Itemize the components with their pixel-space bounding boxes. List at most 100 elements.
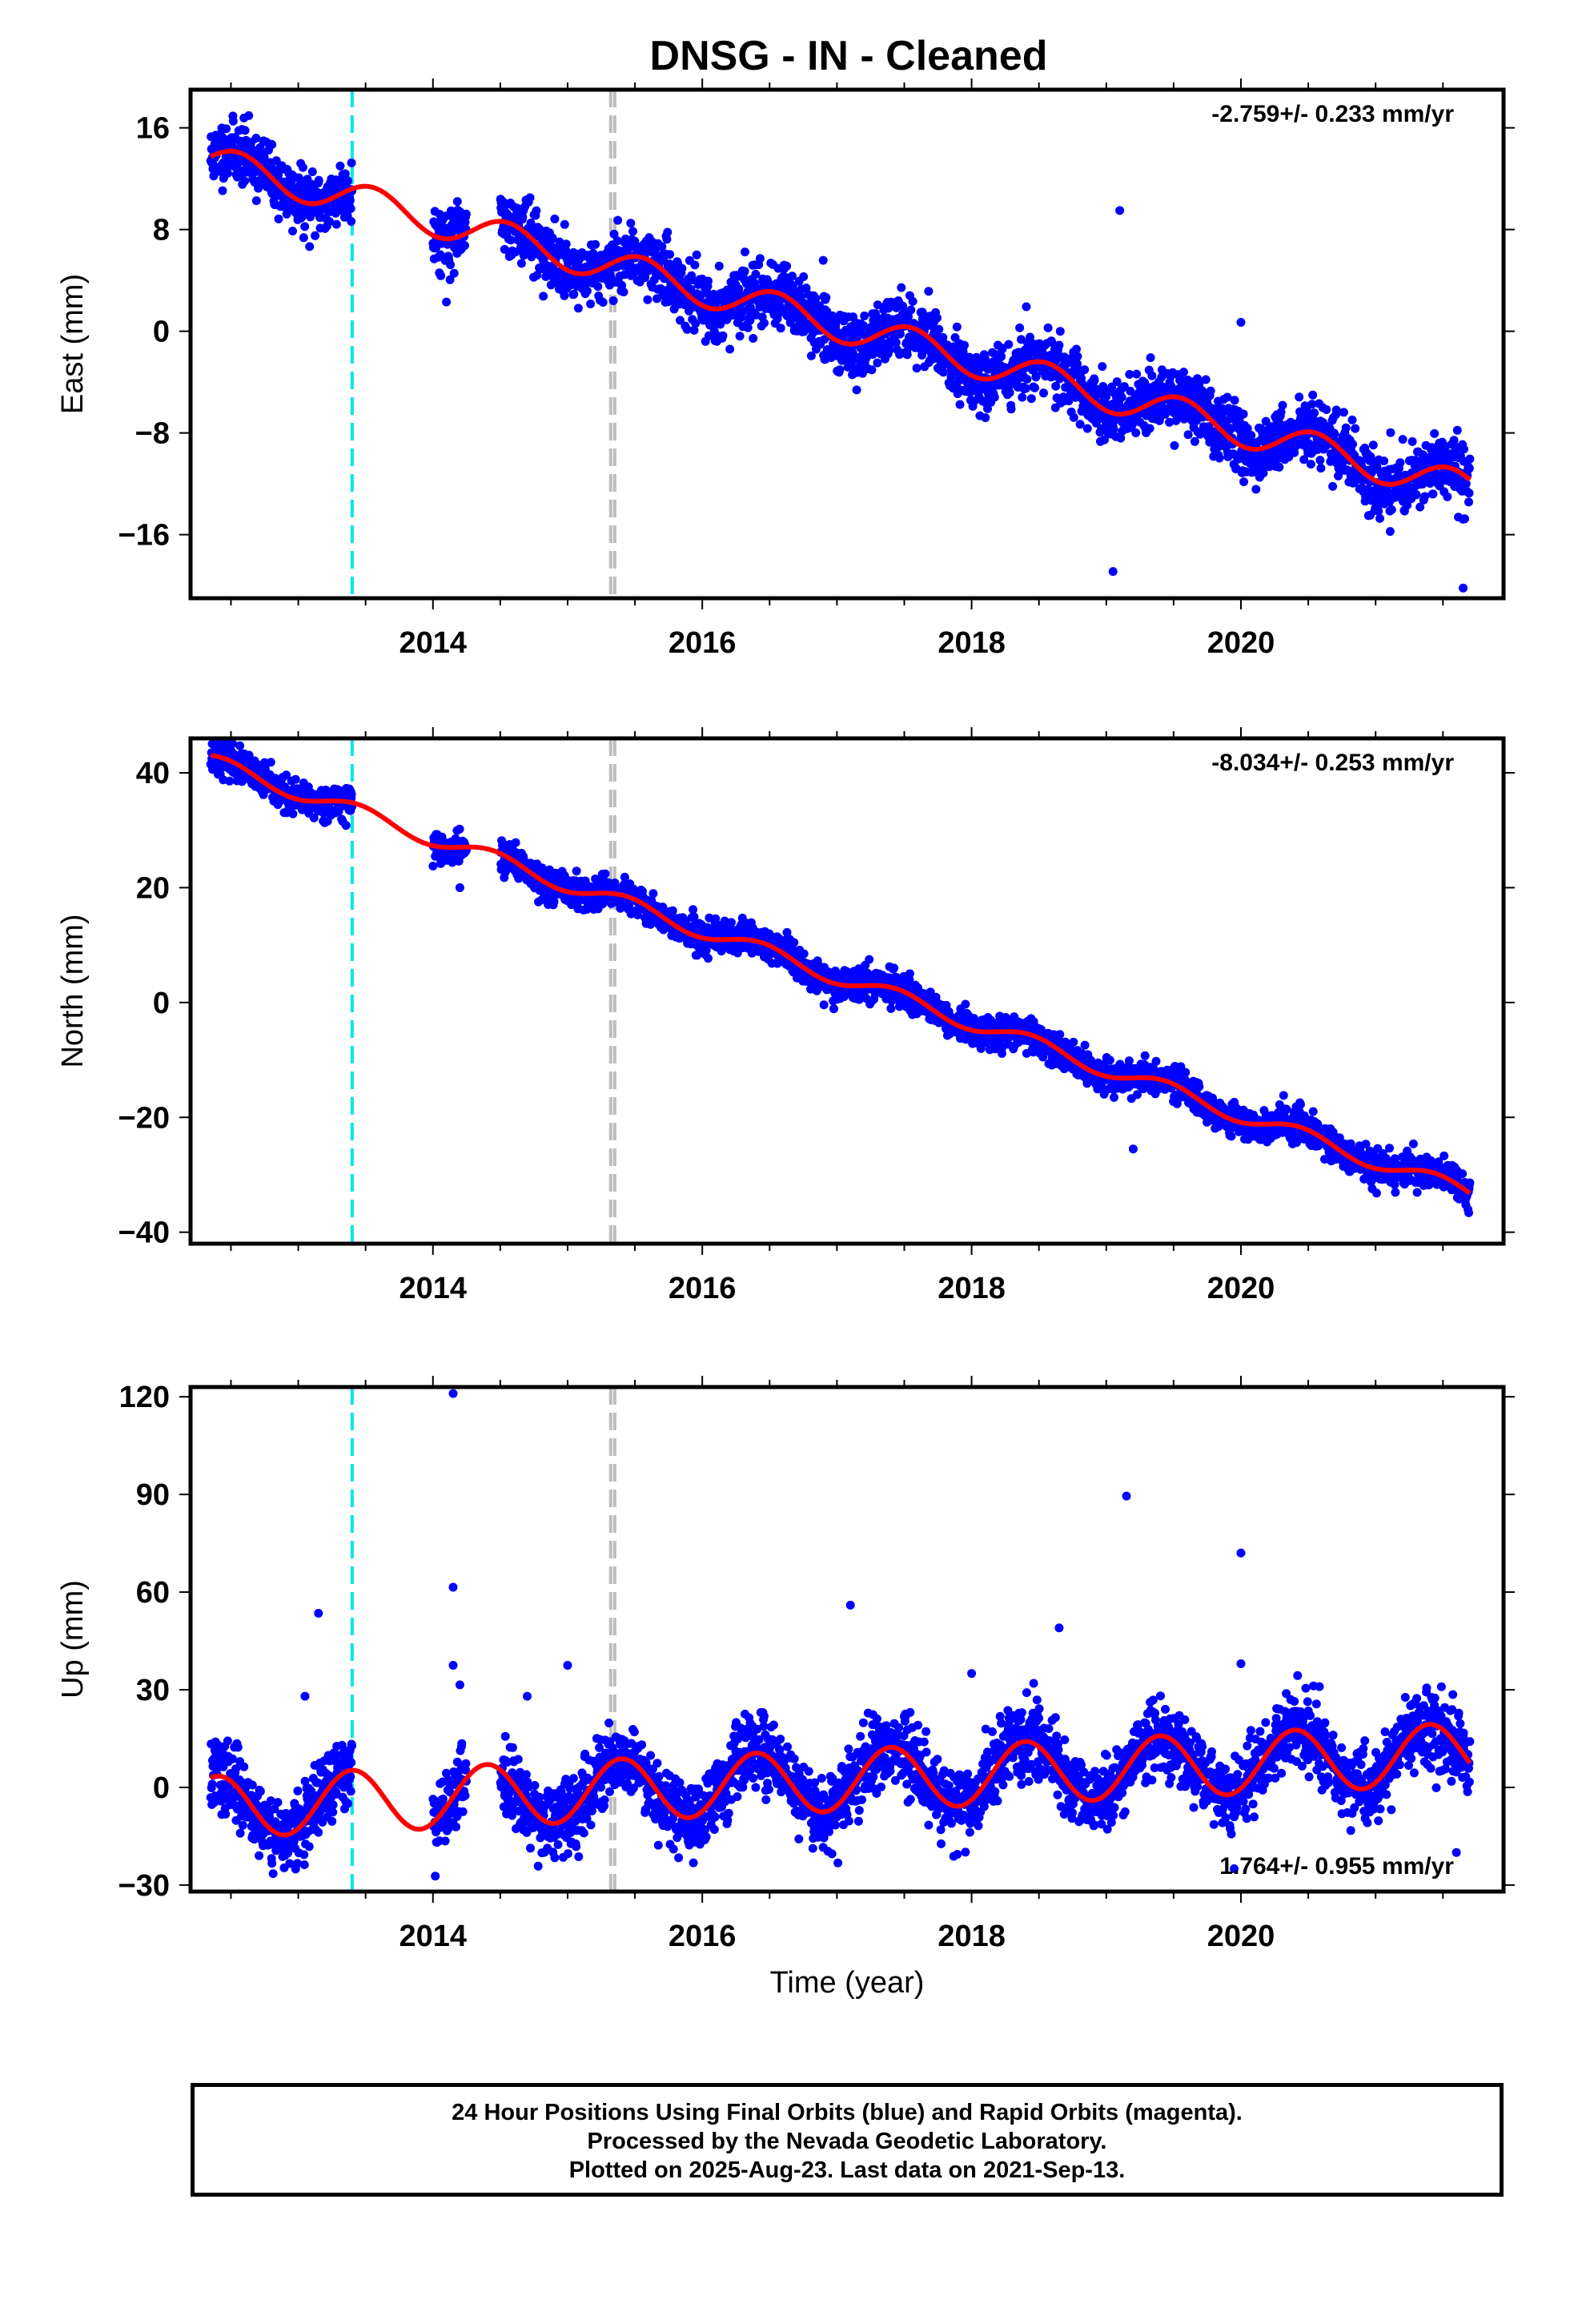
data-point <box>1316 464 1326 473</box>
data-point <box>886 1003 896 1013</box>
data-point <box>799 272 809 281</box>
data-point <box>905 969 914 979</box>
data-point <box>1372 462 1382 472</box>
data-point <box>240 126 250 135</box>
data-point <box>449 268 459 278</box>
data-point <box>1460 514 1469 524</box>
data-point <box>516 259 526 268</box>
data-point <box>1239 409 1248 419</box>
data-point <box>343 176 352 186</box>
data-point <box>955 400 965 409</box>
data-point <box>1460 444 1468 454</box>
data-point <box>1031 372 1041 380</box>
data-point <box>560 291 569 300</box>
data-point <box>240 176 250 186</box>
data-point <box>691 319 701 328</box>
data-point <box>663 227 673 237</box>
data-point <box>1190 436 1199 446</box>
data-point <box>619 287 628 297</box>
data-point <box>908 296 917 306</box>
data-point <box>1420 492 1430 501</box>
data-point <box>1098 362 1107 372</box>
data-point <box>335 161 345 171</box>
data-point <box>718 331 728 340</box>
data-point <box>891 338 901 348</box>
data-point <box>704 954 713 963</box>
data-point <box>612 236 622 246</box>
data-point <box>209 171 219 181</box>
data-point <box>1039 388 1048 398</box>
data-point <box>300 222 310 231</box>
outlier-point <box>1236 318 1246 328</box>
data-point <box>306 212 315 222</box>
data-point <box>561 239 571 249</box>
data-point <box>1145 424 1154 433</box>
data-point <box>690 260 700 270</box>
data-point <box>1075 420 1085 429</box>
data-point <box>511 838 520 847</box>
data-point <box>734 284 744 294</box>
data-point <box>341 821 351 830</box>
data-point <box>1322 405 1331 414</box>
data-point <box>1147 371 1157 380</box>
data-point <box>811 294 821 304</box>
data-point <box>628 227 637 236</box>
data-point <box>689 325 699 335</box>
data-point <box>1072 344 1081 354</box>
data-point <box>1443 492 1452 501</box>
data-point <box>1080 365 1090 375</box>
data-point <box>1026 332 1034 342</box>
data-point <box>1073 352 1082 361</box>
data-point <box>873 300 882 310</box>
data-point <box>1351 424 1360 433</box>
data-point <box>223 168 232 178</box>
data-point <box>266 758 275 767</box>
data-point <box>1275 462 1284 472</box>
data-point <box>1222 416 1231 425</box>
x-tick-label: 2018 <box>938 626 1006 660</box>
data-point <box>1428 489 1438 499</box>
data-point <box>1082 424 1092 433</box>
data-point <box>1006 404 1016 414</box>
data-point <box>1290 448 1299 457</box>
data-point <box>1310 408 1319 418</box>
data-point <box>572 866 581 876</box>
data-point <box>428 862 438 870</box>
data-point <box>1239 477 1249 487</box>
chart-title: DNSG - IN - Cleaned <box>649 33 1048 79</box>
y-tick-label: −8 <box>135 417 170 451</box>
data-point <box>740 267 749 276</box>
data-point <box>1227 424 1236 433</box>
data-point <box>1215 453 1224 463</box>
data-point <box>1330 429 1339 439</box>
y-tick-label: −16 <box>118 519 170 553</box>
data-point <box>1295 392 1304 402</box>
y-tick-label: 0 <box>153 316 170 349</box>
data-point <box>1026 394 1036 404</box>
data-point <box>1090 376 1099 385</box>
data-point <box>852 385 861 395</box>
data-point <box>676 316 685 325</box>
data-point <box>643 295 652 304</box>
data-point <box>938 368 948 377</box>
data-point <box>1464 497 1473 507</box>
data-point <box>291 774 300 784</box>
data-point <box>662 235 672 244</box>
data-point <box>1464 489 1474 498</box>
east-rate-label: -2.759+/- 0.233 mm/yr <box>1211 101 1454 127</box>
data-point <box>573 304 583 313</box>
data-point <box>288 809 298 818</box>
data-point <box>1348 440 1357 449</box>
data-point <box>347 790 356 799</box>
data-point <box>687 275 697 284</box>
data-point <box>735 332 745 341</box>
data-point <box>532 206 541 215</box>
data-point <box>1315 456 1325 465</box>
outlier-point <box>1108 567 1118 577</box>
outlier-point <box>1459 583 1468 593</box>
data-point <box>600 869 610 879</box>
data-point <box>682 324 692 334</box>
data-point <box>1247 431 1256 440</box>
data-point <box>1005 388 1014 397</box>
